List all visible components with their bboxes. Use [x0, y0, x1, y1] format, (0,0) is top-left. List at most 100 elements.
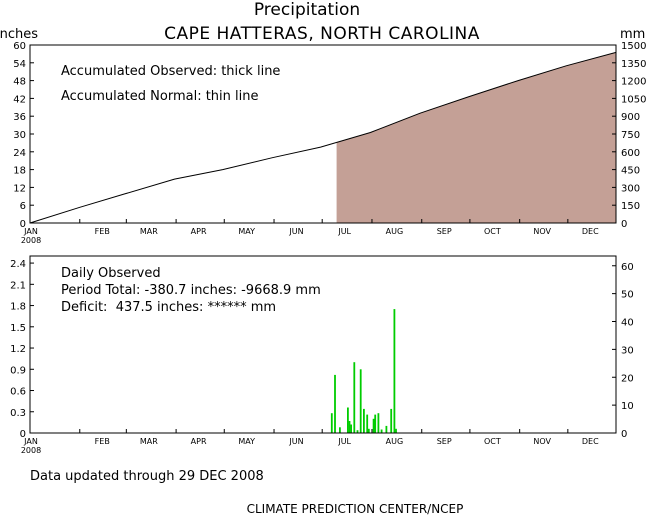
bottom-y2tick-label: 40 — [621, 318, 634, 329]
bottom-xtick-label: MAY — [238, 437, 255, 446]
bottom-year-label: 2008 — [21, 446, 41, 455]
top-ytick-label: 18 — [13, 166, 26, 177]
top-ytick-label: 12 — [13, 183, 26, 194]
deficit-label: Deficit: 437.5 inches: ****** mm — [61, 300, 276, 315]
top-ytick-label: 60 — [13, 41, 26, 52]
daily-bar — [339, 427, 341, 433]
bottom-xtick-label: JUN — [288, 437, 303, 446]
top-xtick-label: DEC — [582, 227, 599, 236]
daily-bar — [367, 428, 370, 433]
top-xtick-label: OCT — [484, 227, 501, 236]
top-y2tick-label: 750 — [621, 130, 640, 141]
daily-bar — [350, 424, 352, 433]
chart-title: Precipitation — [254, 0, 360, 20]
top-ytick-label: 42 — [13, 94, 26, 105]
top-xtick-label: JUL — [337, 227, 351, 236]
left-unit-label: inches — [0, 27, 38, 42]
top-y2tick-label: 600 — [621, 148, 640, 159]
top-xtick-label: APR — [191, 227, 207, 236]
top-y2tick-label: 300 — [621, 183, 640, 194]
bottom-ytick-label: 0 — [20, 429, 26, 440]
daily-bar — [363, 408, 365, 433]
bottom-xtick-label: FEB — [95, 437, 110, 446]
top-y2tick-label: 450 — [621, 166, 640, 177]
top-y2tick-label: 150 — [621, 201, 640, 212]
bottom-xtick-label: SEP — [437, 437, 452, 446]
bottom-ytick-label: 0.9 — [10, 365, 26, 376]
bottom-y2tick-label: 20 — [621, 373, 634, 384]
top-annotation-observed: Accumulated Observed: thick line — [61, 64, 280, 79]
bottom-ytick-label: 2.4 — [10, 259, 26, 270]
top-y2tick-label: 1200 — [621, 77, 646, 88]
bottom-ytick-label: 1.5 — [10, 323, 26, 334]
daily-bar — [356, 430, 359, 433]
top-xtick-label: AUG — [386, 227, 404, 236]
bottom-y2tick-label: 10 — [621, 401, 634, 412]
daily-bar — [334, 374, 336, 433]
daily-bar — [366, 414, 369, 433]
top-ytick-label: 54 — [13, 59, 26, 70]
daily-bar — [374, 414, 377, 433]
top-ytick-label: 48 — [13, 77, 26, 88]
daily-bar — [395, 428, 397, 433]
top-ytick-label: 0 — [20, 219, 26, 230]
top-ytick-label: 6 — [20, 201, 26, 212]
top-xtick-label: JUN — [288, 227, 303, 236]
bottom-y2tick-label: 60 — [621, 262, 634, 273]
bottom-xtick-label: MAR — [140, 437, 158, 446]
accumulated-panel: 0 6 12 18 24 30 36 42 48 54 60 0 150 300 450 600 750 900… — [13, 41, 646, 245]
daily-bar — [377, 413, 380, 433]
daily-bar — [330, 413, 333, 433]
credit-label: CLIMATE PREDICTION CENTER/NCEP — [247, 502, 464, 516]
right-unit-label: mm — [620, 27, 645, 42]
top-xtick-label: MAY — [238, 227, 255, 236]
daily-bar — [393, 309, 396, 433]
bottom-y2tick-label: 50 — [621, 290, 634, 301]
observed-shaded-area — [336, 52, 616, 224]
top-ytick-label: 36 — [13, 112, 26, 123]
bottom-xtick-label: JUL — [337, 437, 351, 446]
daily-bar — [347, 407, 349, 433]
bottom-xtick-label: AUG — [386, 437, 404, 446]
bottom-ytick-label: 0.3 — [10, 408, 26, 419]
bottom-xtick-label: NOV — [533, 437, 551, 446]
bottom-ytick-label: 0.6 — [10, 387, 26, 398]
top-y2tick-label: 1350 — [621, 59, 646, 70]
top-xtick-label: FEB — [95, 227, 110, 236]
bottom-xtick-label: DEC — [582, 437, 599, 446]
top-annotation-normal: Accumulated Normal: thin line — [61, 89, 259, 104]
period-total-label: Period Total: -380.7 inches: -9668.9 mm — [61, 283, 321, 298]
top-y2tick-label: 1500 — [621, 41, 646, 52]
top-ytick-label: 30 — [13, 130, 26, 141]
top-xtick-label: MAR — [140, 227, 158, 236]
top-ytick-label: 24 — [13, 148, 26, 159]
daily-bar — [385, 425, 388, 433]
daily-observed-label: Daily Observed — [61, 266, 161, 281]
top-y2tick-label: 0 — [621, 219, 627, 230]
bottom-ytick-label: 1.2 — [10, 344, 26, 355]
daily-bar — [380, 429, 383, 433]
top-y2tick-label: 900 — [621, 112, 640, 123]
bottom-xtick-label: JAN — [23, 437, 38, 446]
top-xtick-label: SEP — [437, 227, 452, 236]
daily-bar — [390, 408, 393, 433]
chart-location: CAPE HATTERAS, NORTH CAROLINA — [164, 24, 480, 44]
daily-bar — [348, 421, 351, 433]
bottom-xtick-label: APR — [191, 437, 207, 446]
bottom-y2tick-label: 0 — [621, 429, 627, 440]
top-xtick-label: JAN — [23, 227, 38, 236]
bottom-y2tick-label: 30 — [621, 345, 634, 356]
top-y2tick-label: 1050 — [621, 94, 646, 105]
bottom-xtick-label: OCT — [484, 437, 501, 446]
bottom-ytick-label: 2.1 — [10, 280, 26, 291]
bottom-ytick-label: 1.8 — [10, 302, 26, 313]
normal-accumulation-line — [29, 51, 617, 224]
daily-panel: 00.30.60.91.21.51.82.12.4 0102030405060 … — [10, 255, 634, 455]
data-updated-label: Data updated through 29 DEC 2008 — [30, 469, 264, 484]
bottom-panel-frame — [29, 255, 617, 434]
daily-bar — [359, 369, 362, 433]
top-xtick-label: NOV — [533, 227, 551, 236]
daily-bar — [353, 362, 356, 433]
top-year-label: 2008 — [21, 236, 41, 245]
